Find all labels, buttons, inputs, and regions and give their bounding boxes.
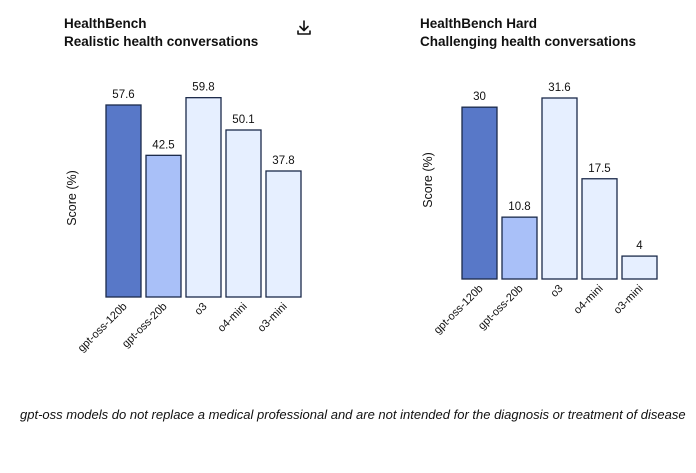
bar-o3-mini <box>621 255 658 280</box>
bar-o3 <box>185 97 222 298</box>
chart-2-title: HealthBench Hard <box>420 16 538 31</box>
chart-2-subtitle: Challenging health conversations <box>420 34 637 49</box>
value-label-o4-mini: 17.5 <box>588 163 610 175</box>
value-label-gpt-oss-20b: 42.5 <box>152 139 174 151</box>
chart-2: Score (%)30gpt-oss-120b10.8gpt-oss-20b31… <box>421 82 658 337</box>
bar-o3-mini <box>265 170 302 298</box>
x-tick-label-gpt-oss-120b: gpt-oss-120b <box>76 301 130 355</box>
bar-o4-mini <box>581 178 618 280</box>
value-label-gpt-oss-20b: 10.8 <box>508 201 530 213</box>
x-tick-label-o3-mini: o3-mini <box>612 283 646 317</box>
chart-2-y-axis-label: Score (%) <box>421 152 435 208</box>
value-label-o3-mini: 4 <box>636 240 643 252</box>
value-label-o3: 59.8 <box>192 82 214 94</box>
value-label-o4-mini: 50.1 <box>232 114 254 126</box>
chart-1-title-block: HealthBench Realistic health conversatio… <box>64 15 258 51</box>
x-tick-label-o3: o3 <box>192 301 209 318</box>
x-tick-label-o4-mini: o4-mini <box>572 283 606 317</box>
value-label-o3: 31.6 <box>548 82 570 94</box>
chart-1-y-axis-label: Score (%) <box>65 170 79 226</box>
value-label-o3-mini: 37.8 <box>272 155 294 167</box>
disclaimer-footnote: gpt-oss models do not replace a medical … <box>20 407 686 422</box>
bar-gpt-oss-20b <box>145 154 182 298</box>
bar-gpt-oss-120b <box>461 106 498 280</box>
value-label-gpt-oss-120b: 30 <box>473 91 486 103</box>
x-tick-label-o3: o3 <box>548 283 565 300</box>
chart-1-title: HealthBench <box>64 16 147 31</box>
chart-2-title-block: HealthBench Hard Challenging health conv… <box>420 15 636 51</box>
bar-gpt-oss-120b <box>105 104 142 298</box>
bar-gpt-oss-20b <box>501 216 538 280</box>
x-tick-label-gpt-oss-120b: gpt-oss-120b <box>432 283 486 337</box>
download-icon-glyph <box>297 20 311 35</box>
chart-1: Score (%)57.6gpt-oss-120b42.5gpt-oss-20b… <box>65 82 302 355</box>
bar-o4-mini <box>225 129 262 298</box>
x-tick-label-o4-mini: o4-mini <box>216 301 250 335</box>
bar-charts: Score (%)57.6gpt-oss-120b42.5gpt-oss-20b… <box>65 82 658 355</box>
download-icon[interactable] <box>294 18 314 38</box>
bar-o3 <box>541 97 578 280</box>
chart-1-subtitle: Realistic health conversations <box>64 34 259 49</box>
x-tick-label-o3-mini: o3-mini <box>256 301 290 335</box>
value-label-gpt-oss-120b: 57.6 <box>112 89 134 101</box>
